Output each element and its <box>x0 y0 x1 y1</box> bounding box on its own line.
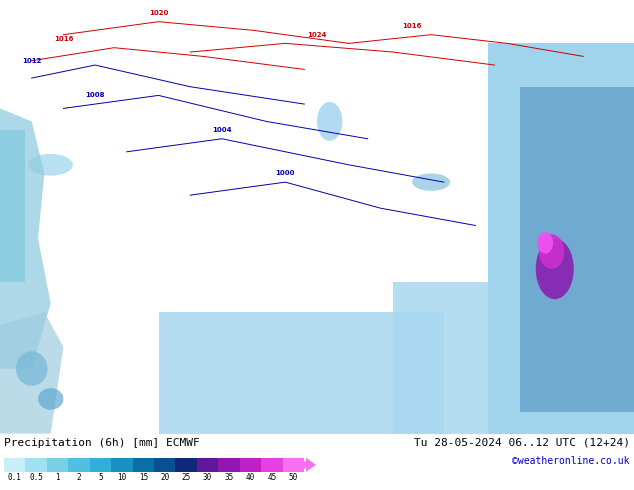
Text: 1016: 1016 <box>54 36 73 42</box>
Bar <box>197 458 218 472</box>
Ellipse shape <box>317 102 342 141</box>
Bar <box>90 458 111 472</box>
Text: Tu 28-05-2024 06..12 UTC (12+24): Tu 28-05-2024 06..12 UTC (12+24) <box>414 438 630 448</box>
Text: 10: 10 <box>117 473 126 482</box>
Bar <box>4 458 25 472</box>
Ellipse shape <box>538 232 553 254</box>
Ellipse shape <box>536 239 574 299</box>
Polygon shape <box>0 108 51 368</box>
Text: 20: 20 <box>160 473 169 482</box>
Text: 50: 50 <box>288 473 298 482</box>
Ellipse shape <box>539 234 564 269</box>
Text: 45: 45 <box>268 473 276 482</box>
Text: 1020: 1020 <box>149 10 168 16</box>
Bar <box>218 458 240 472</box>
Bar <box>25 458 47 472</box>
Text: 1: 1 <box>55 473 60 482</box>
Text: ©weatheronline.co.uk: ©weatheronline.co.uk <box>512 456 630 466</box>
Polygon shape <box>0 312 63 434</box>
Ellipse shape <box>38 388 63 410</box>
Text: Precipitation (6h) [mm] ECMWF: Precipitation (6h) [mm] ECMWF <box>4 438 200 448</box>
Text: 25: 25 <box>181 473 191 482</box>
Ellipse shape <box>16 351 48 386</box>
Bar <box>261 458 283 472</box>
Text: 1016: 1016 <box>403 23 422 29</box>
Text: 0.1: 0.1 <box>8 473 22 482</box>
Bar <box>393 282 488 434</box>
Bar <box>68 458 90 472</box>
Ellipse shape <box>29 154 73 175</box>
Bar <box>47 458 68 472</box>
Bar <box>111 458 133 472</box>
Text: 1000: 1000 <box>276 171 295 176</box>
Bar <box>158 312 444 434</box>
Text: 35: 35 <box>224 473 233 482</box>
Bar <box>154 458 176 472</box>
FancyBboxPatch shape <box>488 44 634 434</box>
Text: 2: 2 <box>77 473 81 482</box>
Bar <box>133 458 154 472</box>
Text: 5: 5 <box>98 473 103 482</box>
Text: 1024: 1024 <box>307 32 327 38</box>
FancyBboxPatch shape <box>520 87 634 412</box>
Text: 30: 30 <box>203 473 212 482</box>
FancyBboxPatch shape <box>0 130 25 282</box>
Text: 1004: 1004 <box>212 127 231 133</box>
FancyArrow shape <box>304 458 316 472</box>
Text: 1008: 1008 <box>86 93 105 98</box>
Bar <box>283 458 304 472</box>
Bar <box>240 458 261 472</box>
Text: 40: 40 <box>246 473 255 482</box>
Text: 15: 15 <box>139 473 148 482</box>
Text: 1012: 1012 <box>22 58 41 64</box>
Bar <box>176 458 197 472</box>
Text: 0.5: 0.5 <box>29 473 43 482</box>
Ellipse shape <box>412 173 450 191</box>
